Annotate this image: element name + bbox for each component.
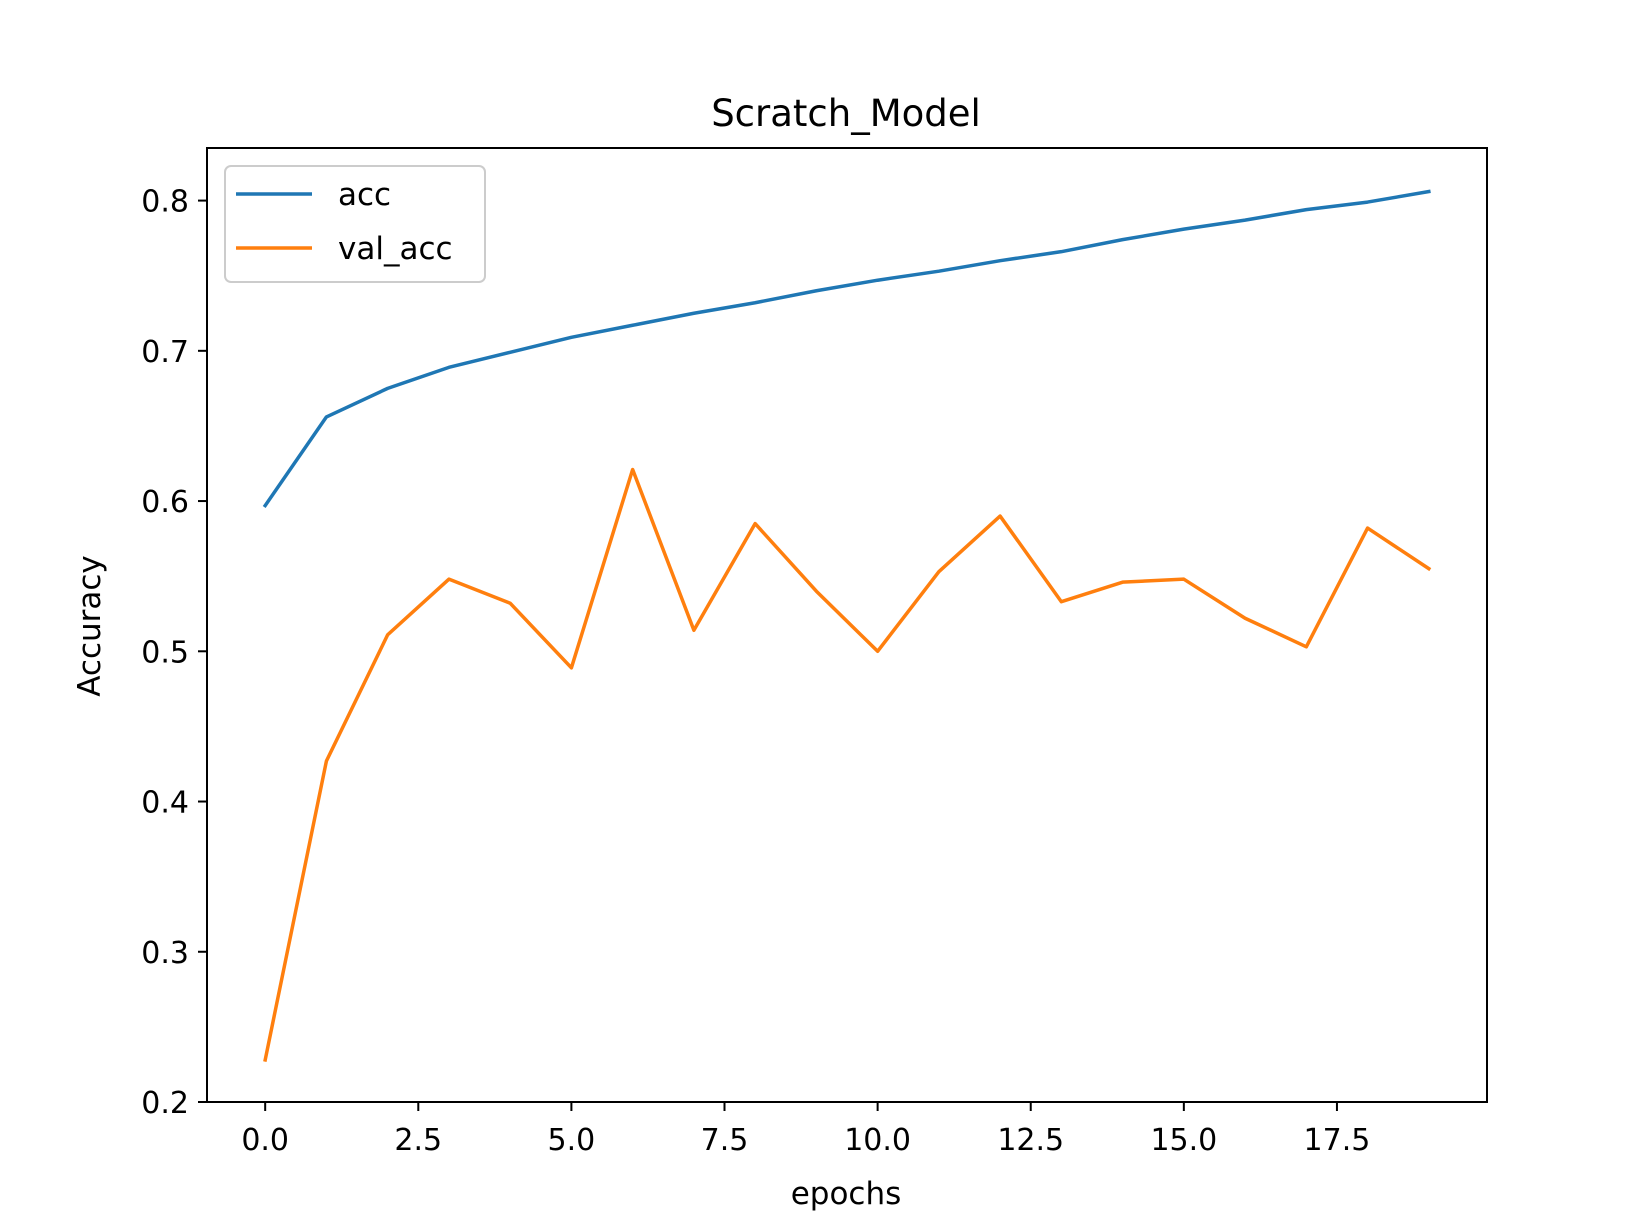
series-layer: [262, 189, 1432, 1062]
x-tick-label: 0.0: [241, 1123, 289, 1158]
x-tick-label: 10.0: [844, 1123, 911, 1158]
legend-label-val-acc: val_acc: [338, 231, 453, 267]
y-tick-label: 0.5: [141, 635, 189, 670]
y-tick-label: 0.3: [141, 936, 189, 971]
series-line-val-acc: [263, 467, 1432, 1062]
series-line-acc: [262, 189, 1431, 508]
plot-frame: [206, 147, 1488, 1103]
y-tick-label: 0.6: [141, 485, 189, 520]
legend-label-acc: acc: [338, 177, 391, 213]
y-tick-label: 0.8: [141, 185, 189, 220]
x-axis-label: epochs: [791, 1176, 902, 1212]
plot-area: 0.0 2.5 5.0 7.5 10.0 12.5 15.0 17.5 0.20.30.40.…: [141, 147, 1488, 1158]
x-tick-label: 12.5: [997, 1123, 1064, 1158]
chart-title: Scratch_Model: [711, 92, 981, 135]
y-tick-label: 0.7: [141, 335, 189, 370]
x-tick-label: 2.5: [394, 1123, 442, 1158]
y-tick-label: 0.2: [141, 1086, 189, 1121]
y-axis-ticks: 0.2 0.3 0.4 0.5 0.6 0.7 0.8: [141, 185, 207, 1121]
y-axis-label: Accuracy: [72, 555, 108, 697]
y-tick-label: 0.4: [141, 786, 189, 821]
legend: acc val_acc: [224, 165, 486, 283]
x-tick-label: 7.5: [701, 1123, 749, 1158]
x-tick-label: 5.0: [548, 1123, 596, 1158]
x-axis-ticks: 0.0 2.5 5.0 7.5 10.0 12.5 15.0 17.5: [241, 1102, 1370, 1158]
x-tick-label: 17.5: [1304, 1123, 1371, 1158]
x-tick-label: 15.0: [1150, 1123, 1217, 1158]
